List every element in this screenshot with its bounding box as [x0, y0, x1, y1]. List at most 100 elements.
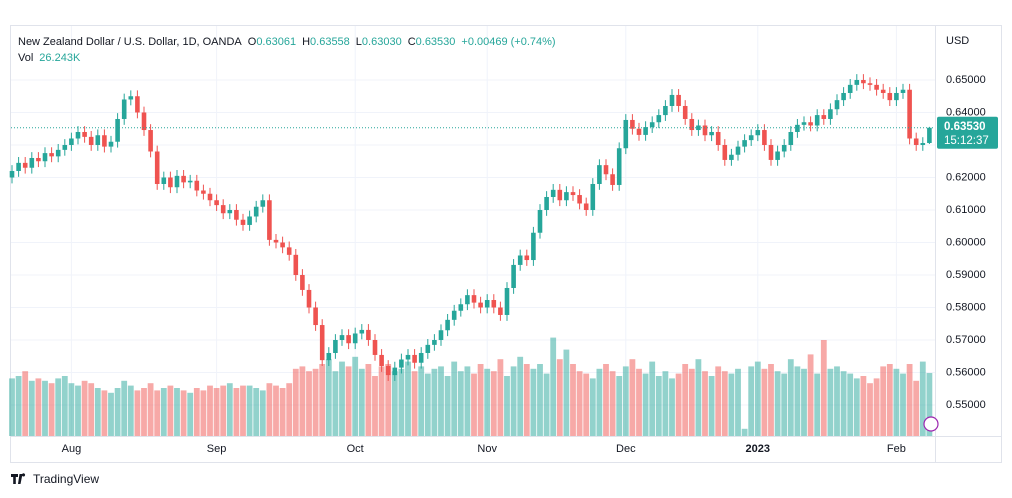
volume-bar — [108, 392, 114, 436]
volume-bar — [213, 388, 220, 436]
volume-bar — [649, 361, 656, 436]
candle-body — [775, 151, 780, 160]
candle-body — [537, 209, 543, 233]
volume-bar — [372, 376, 378, 436]
candle-body — [82, 131, 87, 137]
volume-bar — [589, 378, 596, 436]
volume-bar — [675, 373, 682, 436]
volume-bar — [134, 390, 141, 436]
volume-bar — [642, 373, 649, 436]
candle-body — [907, 89, 912, 139]
candle-body — [755, 130, 761, 136]
volume-bar — [490, 371, 497, 436]
candle-body — [465, 295, 470, 305]
candle-body — [405, 354, 411, 360]
candle-body — [709, 131, 714, 136]
y-tick-label: 0.61000 — [946, 204, 986, 216]
candle-body — [676, 94, 681, 106]
volume-bar — [794, 366, 801, 436]
candle-body — [524, 255, 530, 261]
candle-body — [135, 96, 140, 113]
candle-body — [788, 131, 794, 145]
candle-body — [471, 295, 477, 303]
volume-bar — [787, 359, 794, 436]
volume-bar — [880, 366, 887, 436]
candle-body — [95, 135, 101, 145]
candle-body — [636, 128, 642, 135]
candle-body — [874, 84, 879, 90]
volume-bar — [101, 390, 108, 436]
volume-bar — [886, 364, 893, 436]
volume-bar — [352, 356, 359, 436]
candle-body — [55, 149, 61, 157]
candle-body — [399, 359, 404, 368]
y-tick-label: 0.62000 — [946, 171, 986, 183]
y-tick-label: 0.59000 — [946, 269, 986, 281]
candle-body — [927, 127, 932, 144]
candle-body — [564, 192, 569, 201]
volume-bar — [741, 428, 748, 436]
volume-bar — [22, 371, 29, 436]
volume-bar — [259, 390, 266, 436]
volume-bar — [576, 371, 583, 436]
y-tick-label: 0.56000 — [946, 366, 986, 378]
candle-body — [498, 307, 503, 315]
price-tag — [937, 116, 998, 149]
candle-body — [333, 339, 338, 353]
y-tick-label: 0.58000 — [946, 301, 986, 313]
candle-body — [445, 319, 450, 331]
volume-bar — [431, 368, 438, 436]
volume-bar — [801, 368, 807, 436]
volume-bar — [761, 368, 768, 436]
candle-body — [630, 119, 635, 129]
volume-bar — [292, 368, 299, 436]
event-icon[interactable] — [923, 416, 939, 432]
volume-bar — [365, 364, 372, 436]
volume-bar — [339, 361, 345, 436]
candle-body — [300, 274, 305, 290]
candle-body — [484, 300, 490, 308]
volume-bar — [510, 366, 517, 436]
candle-body — [346, 335, 351, 344]
candle-body — [339, 335, 345, 340]
volume-bar — [484, 368, 491, 436]
candle-body — [42, 153, 48, 162]
volume-bar — [774, 371, 781, 436]
candle-body — [887, 92, 893, 101]
y-tick-label: 0.60000 — [946, 236, 986, 248]
candle-body — [590, 183, 596, 210]
volume-bar — [748, 366, 755, 436]
candle-body — [583, 203, 589, 210]
volume-bar — [721, 371, 728, 436]
y-tick-label: 0.64000 — [946, 106, 986, 118]
candle-body — [148, 130, 153, 152]
candle-body — [597, 165, 602, 184]
volume-bar — [834, 366, 840, 436]
volume-bar — [15, 376, 22, 436]
candle-body — [36, 157, 41, 162]
volume-bar — [391, 371, 398, 436]
volume-bar — [200, 390, 207, 436]
volume-bar — [273, 385, 279, 436]
candle-body — [682, 105, 688, 119]
candle-body — [557, 189, 563, 201]
volume-bar — [735, 368, 741, 436]
price-axis-unit: USD — [946, 35, 969, 47]
y-tick-label: 0.65000 — [946, 74, 986, 86]
volume-bar — [616, 376, 623, 436]
volume-bar — [207, 385, 213, 436]
volume-bar — [873, 378, 880, 436]
volume-bar — [187, 392, 194, 436]
candles — [9, 74, 932, 381]
volume-bar — [451, 361, 458, 436]
candle-body — [102, 135, 107, 147]
candle-body — [478, 302, 483, 308]
candle-body — [808, 122, 813, 126]
candle-body — [663, 105, 668, 116]
candle-body — [702, 125, 708, 136]
candle-body — [174, 175, 180, 188]
volume-bar — [35, 378, 42, 436]
volume-bar — [306, 371, 312, 436]
volume-bar — [457, 371, 464, 436]
candle-body — [319, 325, 325, 361]
